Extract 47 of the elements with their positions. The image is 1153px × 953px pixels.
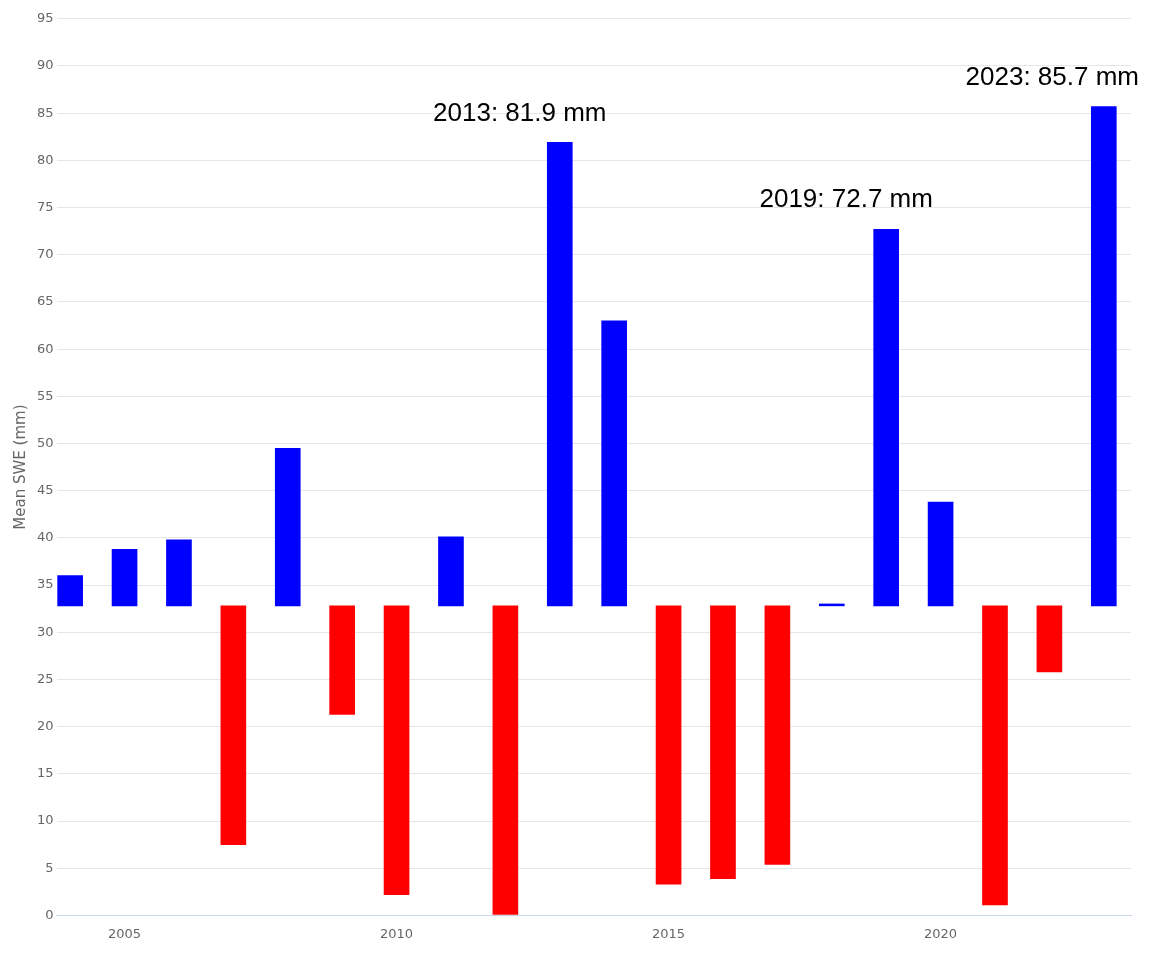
bar (111, 548, 138, 607)
x-tick-label: 2005 (108, 925, 142, 941)
y-tick-label: 95 (37, 10, 54, 26)
x-tick-label: 2010 (380, 925, 414, 941)
bar (927, 501, 954, 607)
y-tick-label: 45 (37, 482, 54, 498)
y-tick-label: 90 (37, 57, 54, 73)
y-tick-label: 70 (37, 246, 54, 262)
y-tick-label: 65 (37, 293, 54, 309)
y-tick-label: 60 (37, 340, 54, 356)
y-tick-label: 50 (37, 434, 54, 450)
y-tick-label: 30 (37, 623, 54, 639)
bar (710, 605, 736, 879)
bar (492, 605, 519, 915)
y-axis-title: Mean SWE (mm) (10, 404, 29, 530)
y-tick-label: 15 (37, 765, 54, 781)
y-tick-label: 35 (37, 576, 54, 592)
bar (655, 605, 682, 885)
y-tick-label: 40 (37, 529, 54, 545)
y-tick-label: 5 (45, 859, 54, 875)
y-tick-label: 20 (37, 718, 54, 734)
bar (873, 228, 900, 607)
bar (1090, 106, 1117, 607)
annotation: 2013: 81.9 mm (433, 96, 607, 127)
y-tick-label: 75 (37, 198, 54, 214)
bar (438, 536, 464, 607)
annotation: 2019: 72.7 mm (759, 183, 933, 214)
bar (764, 605, 791, 865)
bar (57, 575, 83, 607)
y-tick-label: 55 (37, 387, 54, 403)
y-tick-label: 85 (37, 104, 54, 120)
y-tick-label: 80 (37, 151, 54, 167)
x-tick-label: 2015 (652, 925, 686, 941)
bar (329, 605, 355, 715)
bar (1036, 605, 1063, 673)
y-tick-label: 25 (37, 670, 54, 686)
x-tick-label: 2020 (924, 925, 958, 941)
y-tick-label: 0 (45, 906, 54, 922)
y-tick-label: 10 (37, 812, 54, 828)
bar (383, 605, 410, 895)
bar (274, 447, 301, 607)
bar (220, 605, 247, 845)
bar (546, 142, 573, 607)
bar (601, 320, 627, 607)
annotation: 2023: 85.7 mm (965, 60, 1140, 91)
bar (166, 539, 192, 607)
bar (982, 605, 1008, 906)
